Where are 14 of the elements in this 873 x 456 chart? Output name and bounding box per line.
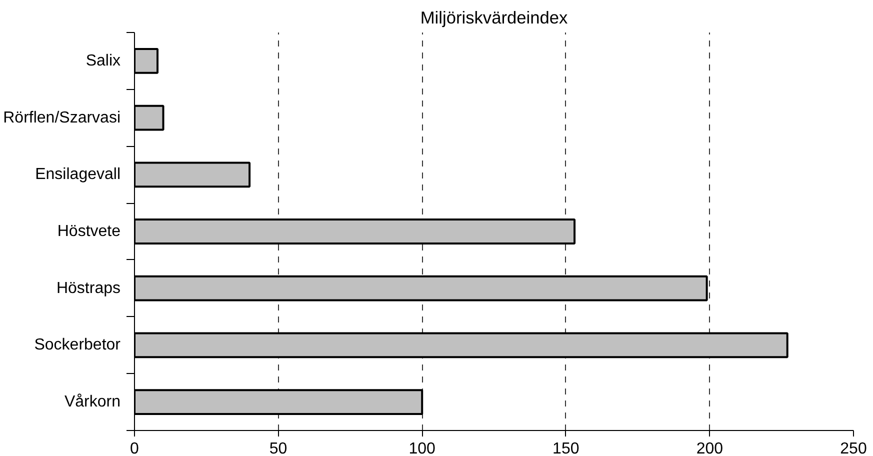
y-tick-label: Rörflen/Szarvasi bbox=[3, 109, 120, 126]
x-tick-label: 150 bbox=[552, 440, 580, 456]
y-tick-label: Höstraps bbox=[56, 280, 121, 297]
y-tick-label: Höstvete bbox=[57, 223, 121, 240]
x-tick-label: 0 bbox=[130, 440, 140, 456]
y-tick-label: Vårkorn bbox=[64, 394, 121, 411]
y-tick-label: Salix bbox=[86, 52, 121, 70]
x-tick-label: 100 bbox=[408, 440, 436, 456]
y-tick-label: Ensilagevall bbox=[35, 166, 121, 184]
x-tick-label: 250 bbox=[840, 440, 867, 456]
y-tick-label: Sockerbetor bbox=[34, 336, 122, 354]
x-tick-label: 50 bbox=[269, 440, 288, 456]
chart-title: Miljöriskvärdeindex bbox=[420, 8, 568, 28]
x-tick-label: 200 bbox=[696, 440, 724, 456]
